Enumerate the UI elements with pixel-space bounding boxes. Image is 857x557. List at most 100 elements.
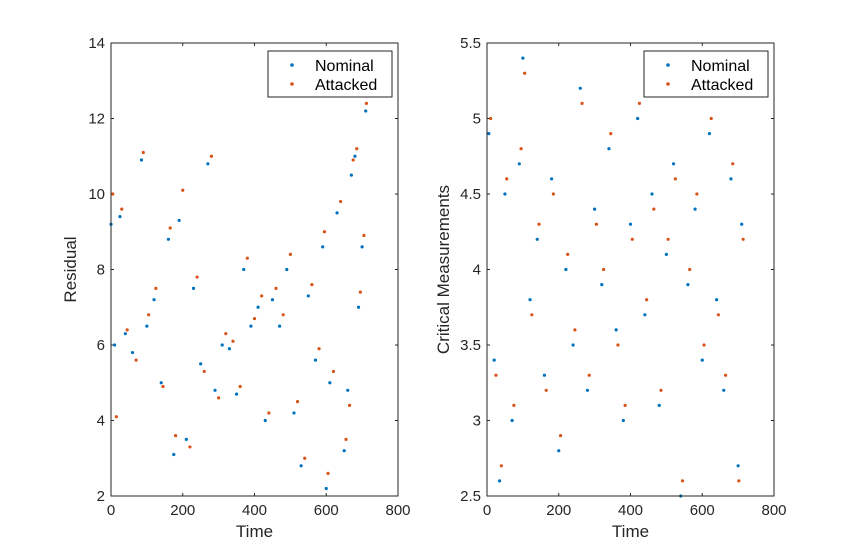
legend-marker-attacked (290, 82, 294, 86)
x-tick-label: 200 (546, 502, 571, 519)
x-tick-label: 800 (761, 502, 786, 519)
data-point (510, 418, 514, 423)
data-point (356, 305, 361, 309)
plot-area (111, 43, 398, 496)
data-point (227, 347, 231, 351)
y-tick-label: 2 (97, 488, 105, 505)
data-point (578, 86, 582, 90)
data-point (112, 343, 117, 347)
data-point (213, 388, 217, 392)
data-point (557, 449, 561, 453)
data-point (628, 222, 633, 226)
x-tick-label: 400 (618, 502, 643, 519)
legend-box (267, 50, 393, 98)
data-point (593, 207, 597, 211)
data-point (184, 437, 188, 441)
data-point (202, 369, 206, 374)
data-point (673, 177, 677, 181)
data-point (503, 192, 507, 196)
data-point (700, 358, 704, 362)
legend-marker-nominal (666, 63, 670, 67)
legend: Nominal Attacked (643, 50, 769, 98)
data-point (636, 116, 640, 121)
y-tick-label: 12 (88, 111, 105, 128)
data-point (722, 388, 726, 392)
data-point (303, 456, 307, 460)
data-point (339, 199, 343, 204)
y-tick-label: 2.5 (460, 488, 481, 505)
data-point (664, 252, 668, 256)
data-point (741, 237, 745, 241)
data-point (530, 313, 534, 317)
data-point (351, 158, 355, 162)
data-point (278, 324, 282, 328)
y-tick-label: 10 (88, 186, 105, 203)
data-point (285, 267, 289, 272)
data-point (487, 132, 491, 136)
axes-box (486, 42, 775, 497)
data-point (168, 226, 172, 230)
data-point (505, 177, 509, 181)
data-point (120, 207, 124, 211)
data-point (147, 313, 151, 317)
data-point (281, 313, 285, 317)
data-point (292, 411, 296, 415)
data-point (564, 267, 568, 272)
data-point (657, 403, 661, 407)
data-point (358, 290, 362, 294)
data-point (346, 388, 350, 392)
data-point (499, 464, 503, 468)
data-point (523, 71, 527, 75)
data-point (317, 347, 321, 351)
data-point (191, 286, 196, 290)
data-point (360, 245, 364, 249)
data-point (659, 388, 663, 392)
data-point (322, 230, 327, 234)
plot-area (487, 43, 774, 496)
x-tick-label: 600 (690, 502, 715, 519)
y-tick-label: 5.5 (460, 35, 481, 52)
data-point (594, 222, 599, 226)
data-point (616, 343, 620, 347)
data-point (614, 328, 618, 332)
data-point (566, 252, 570, 256)
data-point (666, 237, 670, 241)
data-point (737, 479, 741, 483)
legend-box (643, 50, 769, 98)
data-point (159, 381, 163, 385)
data-point (645, 298, 649, 302)
data-point (252, 316, 257, 321)
data-point (324, 486, 328, 491)
legend-entry-attacked: Attacked (315, 77, 377, 94)
data-point (256, 305, 260, 309)
data-point (494, 373, 498, 377)
series-nominal (109, 109, 368, 491)
y-tick-label: 4 (473, 262, 481, 279)
data-point (558, 434, 563, 438)
data-point (199, 362, 203, 366)
data-point (551, 192, 555, 196)
data-point (125, 328, 129, 332)
data-point (154, 286, 158, 290)
y-tick-label: 5 (473, 111, 481, 128)
data-point (270, 298, 275, 302)
y-tick-label: 3 (473, 413, 481, 430)
data-point (715, 298, 719, 302)
x-tick-label: 600 (314, 502, 339, 519)
data-point (220, 343, 224, 347)
y-tick-label: 4.5 (460, 186, 481, 203)
data-point (152, 298, 156, 302)
legend: Nominal Attacked (267, 50, 393, 98)
data-point (686, 283, 690, 287)
data-point (231, 339, 235, 343)
data-point (349, 173, 353, 177)
axes-box (110, 42, 399, 497)
data-point (740, 222, 744, 226)
y-axis-label: Critical Measurements (434, 185, 453, 354)
data-point (145, 324, 149, 328)
critical-measurements-panel: 0 200 400 600 800 2.5 3 3.5 4 4.5 5 5.5 Time Critical… (434, 35, 787, 541)
data-point (680, 479, 685, 483)
x-axis-label: Time (612, 522, 649, 541)
data-point (209, 154, 214, 158)
data-point (355, 147, 359, 151)
